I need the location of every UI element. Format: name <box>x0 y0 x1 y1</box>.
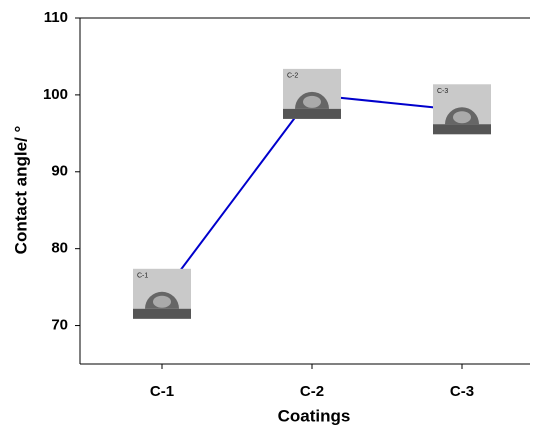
thumb-label: C-1 <box>137 273 148 280</box>
y-tick-label: 100 <box>43 86 68 103</box>
x-tick-label: C-1 <box>150 383 174 400</box>
x-tick-label: C-2 <box>300 383 324 400</box>
y-tick-label: 90 <box>51 163 68 180</box>
thumb-highlight <box>153 296 171 308</box>
thumb-highlight <box>303 96 321 108</box>
x-tick-label: C-3 <box>450 383 474 400</box>
droplet-thumbnail: C-1 <box>133 269 191 319</box>
droplet-thumbnail: C-3 <box>433 84 491 134</box>
y-axis-title: Contact angle/ ° <box>11 125 30 254</box>
thumb-substrate <box>133 309 191 319</box>
thumb-highlight <box>453 111 471 123</box>
y-tick-label: 110 <box>44 9 68 26</box>
y-tick-label: 80 <box>51 240 68 257</box>
chart: Contact angle/ ° Coatings 70 80 90 100 110 C-… <box>0 0 536 429</box>
thumb-label: C-2 <box>287 73 298 80</box>
thumb-label: C-3 <box>437 88 448 95</box>
thumb-substrate <box>433 124 491 134</box>
droplet-thumbnail: C-2 <box>283 69 341 119</box>
y-tick-label: 70 <box>51 317 68 334</box>
data-line <box>162 95 462 295</box>
thumb-substrate <box>283 109 341 119</box>
x-axis-title: Coatings <box>278 406 351 425</box>
